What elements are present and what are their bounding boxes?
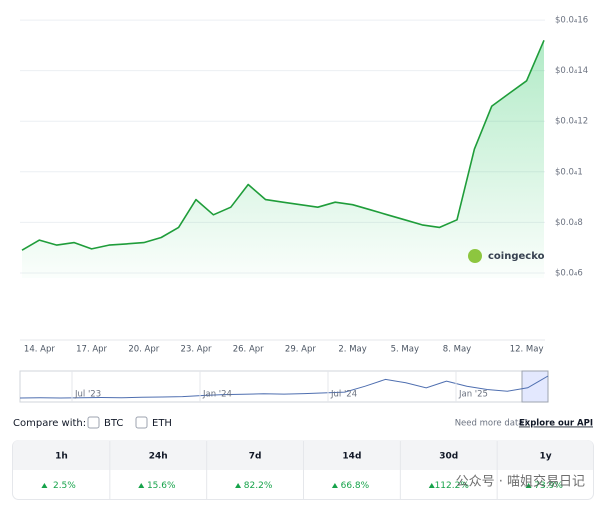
x-tick-label: 14. Apr (24, 345, 55, 355)
y-tick-label: $0.0₄16 (555, 16, 588, 26)
option-label[interactable]: BTC (104, 418, 123, 429)
x-tick-label: 20. Apr (128, 345, 159, 355)
logo-icon (468, 249, 482, 263)
navigator-selection[interactable] (521, 370, 549, 403)
table-value: 2.5% (53, 481, 76, 491)
up-arrow (525, 483, 532, 488)
table-header: 30d (439, 452, 458, 462)
table-header: 24h (149, 452, 168, 462)
table-header: 1h (55, 452, 68, 462)
table-header: 14d (342, 452, 361, 462)
table-value: 82.2% (244, 481, 273, 491)
x-tick-label: 2. May (338, 345, 366, 355)
price-line (21, 39, 545, 251)
checkbox[interactable] (87, 416, 100, 429)
up-arrow (428, 483, 435, 488)
watermark: 公众号 · 喵姐交易日记 (456, 474, 585, 490)
y-tick-label: $0.0₄14 (555, 66, 588, 76)
x-tick-label: 12. May (510, 345, 544, 355)
up-arrow (331, 483, 338, 488)
up-arrow (41, 483, 48, 488)
checkbox[interactable] (135, 416, 148, 429)
table-value: 112.2% (435, 481, 470, 491)
x-tick-label: 26. Apr (233, 345, 264, 355)
table-header: 1y (540, 452, 552, 462)
table-header: 7d (249, 452, 262, 462)
x-tick-label: 29. Apr (285, 345, 316, 355)
x-tick-label: 17. Apr (76, 345, 107, 355)
y-tick-label: $0.0₄8 (555, 218, 583, 228)
navigator-label: Jul '24 (330, 390, 357, 400)
x-tick-label: 8. May (443, 345, 471, 355)
compare-label: Compare with: (13, 418, 86, 429)
x-tick-label: 23. Apr (181, 345, 212, 355)
api-link[interactable]: Explore our API (519, 419, 593, 429)
y-tick-label: $0.0₄12 (555, 117, 588, 127)
table-value: 66.8% (341, 481, 370, 491)
price-area (22, 40, 544, 278)
y-tick-label: $0.0₄6 (555, 268, 583, 278)
navigator-label: Jan '24 (202, 390, 232, 400)
x-tick-label: 5. May (391, 345, 419, 355)
navigator-label: Jul '23 (74, 390, 101, 400)
y-tick-label: $0.0₄1 (555, 167, 583, 177)
table-value: 73.9% (534, 481, 563, 491)
option-label[interactable]: ETH (152, 418, 172, 429)
navigator-line (19, 375, 549, 399)
api-note: Need more data? (455, 419, 528, 429)
navigator-label: Jan '25 (458, 390, 488, 400)
logo-text: coingecko (488, 251, 545, 262)
table-value: 15.6% (147, 481, 176, 491)
logo: coingecko (468, 249, 545, 263)
up-arrow (138, 483, 145, 488)
up-arrow (235, 483, 242, 488)
